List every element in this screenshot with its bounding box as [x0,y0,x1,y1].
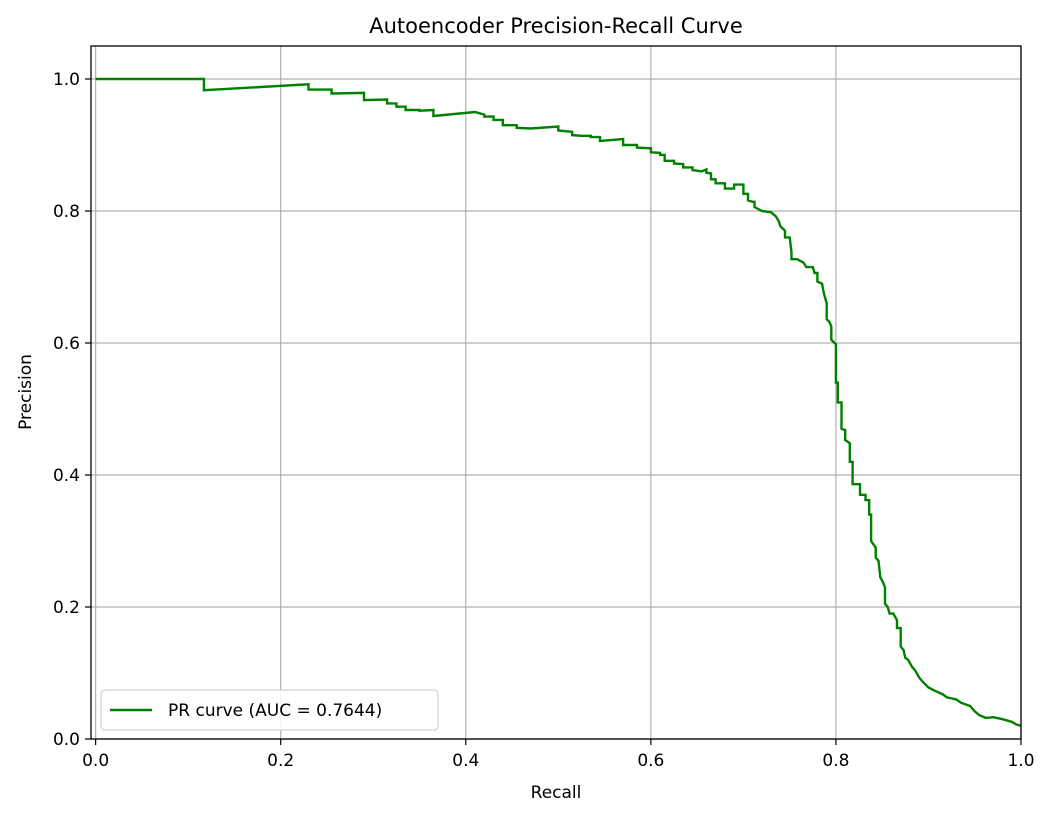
x-gridlines [95,46,1022,739]
x-axis-ticks: 0.0 0.2 0.4 0.6 0.8 1.0 [82,739,1035,771]
x-tick-label: 0.4 [452,751,479,771]
y-tick-label: 0.6 [53,334,80,354]
legend-box [100,689,439,731]
y-axis-label: Precision [16,354,36,430]
legend: PR curve (AUC = 0.7644) [100,689,439,731]
chart-title: Autoencoder Precision-Recall Curve [369,14,743,38]
y-tick-label: 1.0 [53,70,80,90]
x-tick-label: 0.0 [82,751,109,771]
x-tick-label: 1.0 [1007,751,1034,771]
y-tick-label: 0.2 [53,598,80,618]
legend-label: PR curve (AUC = 0.7644) [168,701,382,721]
x-tick-label: 0.2 [267,751,294,771]
x-tick-label: 0.8 [822,751,849,771]
plot-frame [90,45,1022,740]
y-tick-label: 0.8 [53,202,80,222]
x-axis-label: Recall [531,783,582,803]
x-tick-label: 0.6 [637,751,664,771]
pr-curve-line [95,77,1022,727]
y-gridlines [91,78,1021,740]
y-tick-label: 0.4 [53,466,80,486]
y-axis-ticks: 0.0 0.2 0.4 0.6 0.8 1.0 [53,70,91,750]
series-layer [95,77,1022,727]
y-tick-label: 0.0 [53,730,80,750]
